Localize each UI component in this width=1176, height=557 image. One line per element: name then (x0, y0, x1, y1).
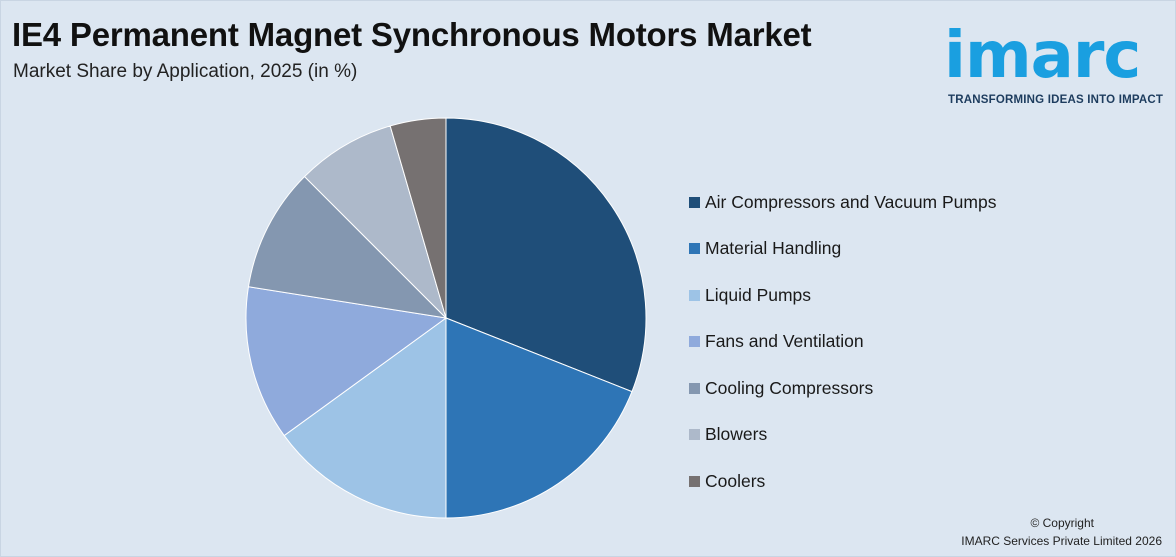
legend-label: Fans and Ventilation (705, 331, 864, 352)
legend-label: Cooling Compressors (705, 377, 874, 398)
pie-slices (245, 117, 647, 519)
imarc-logo: imarc TRANSFORMING IDEAS INTO IMPACT (944, 10, 1172, 110)
logo-wordmark: imarc (944, 19, 1141, 93)
pie-slice-air-compressors-and-vacuum-pumps (445, 117, 647, 393)
legend-item: Fans and Ventilation (689, 319, 996, 366)
legend-swatch (689, 243, 700, 255)
legend-swatch (689, 475, 700, 487)
logo-tagline: TRANSFORMING IDEAS INTO IMPACT (948, 94, 1164, 106)
legend-item: Blowers (689, 412, 996, 459)
legend-label: Blowers (705, 424, 768, 445)
pie-slice-fans-and-ventilation (245, 286, 448, 437)
chart-title: IE4 Permanent Magnet Synchronous Motors … (12, 16, 812, 53)
legend-swatch (689, 196, 700, 208)
legend-label: Material Handling (705, 238, 842, 259)
legend-label: Coolers (705, 470, 766, 491)
chart-subtitle: Market Share by Application, 2025 (in %) (13, 61, 358, 82)
pie-slice-cooling-compressors (247, 175, 448, 319)
copyright-company: IMARC Services Private Limited 2026 (961, 534, 1162, 548)
legend-label: Air Compressors and Vacuum Pumps (705, 191, 997, 212)
chart-legend: Air Compressors and Vacuum Pumps Material… (689, 179, 996, 505)
pie-slice-coolers (389, 117, 447, 319)
legend-swatch (689, 429, 700, 441)
legend-item: Coolers (689, 458, 996, 505)
legend-label: Liquid Pumps (705, 284, 812, 305)
legend-swatch (689, 289, 700, 301)
legend-swatch (689, 382, 700, 394)
copyright-notice: © Copyright (1030, 516, 1094, 530)
legend-item: Material Handling (689, 226, 996, 273)
legend-item: Air Compressors and Vacuum Pumps (689, 179, 996, 226)
legend-swatch (689, 336, 700, 348)
pie-slice-liquid-pumps (283, 317, 447, 519)
pie-slice-blowers (303, 125, 447, 319)
legend-item: Liquid Pumps (689, 272, 996, 319)
pie-slice-material-handling (445, 317, 633, 519)
legend-item: Cooling Compressors (689, 365, 996, 412)
